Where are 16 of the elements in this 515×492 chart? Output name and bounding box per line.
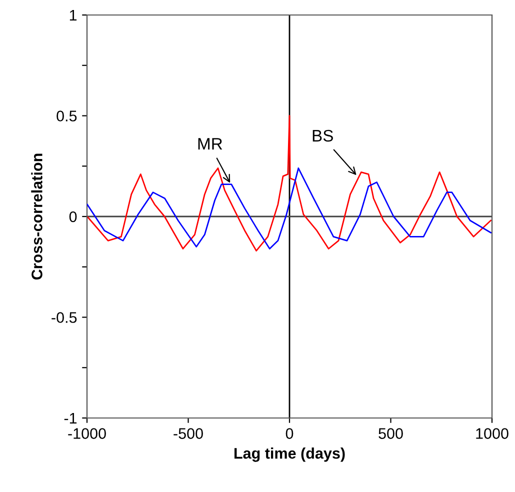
x-tick-label: -1000 xyxy=(68,428,106,439)
y-tick-label: 1 xyxy=(70,10,77,21)
line-series xyxy=(87,167,492,250)
x-tick-label: 500 xyxy=(378,428,403,439)
y-tick-label: -1 xyxy=(64,413,77,424)
annotation: BS xyxy=(312,130,333,142)
annotation: MR xyxy=(198,138,222,150)
y-tick-label: 0 xyxy=(69,211,77,222)
y-axis-title: Cross-correlation xyxy=(31,154,42,280)
y-tick-label: -0.5 xyxy=(52,312,77,323)
x-tick-label: 1000 xyxy=(476,428,508,439)
x-tick-label: -500 xyxy=(174,428,203,439)
y-tick-label: 0.5 xyxy=(56,110,77,122)
x-tick-label: 0 xyxy=(286,428,294,439)
x-axis-title: Lag time (days) xyxy=(234,448,345,462)
line-series xyxy=(87,115,492,252)
